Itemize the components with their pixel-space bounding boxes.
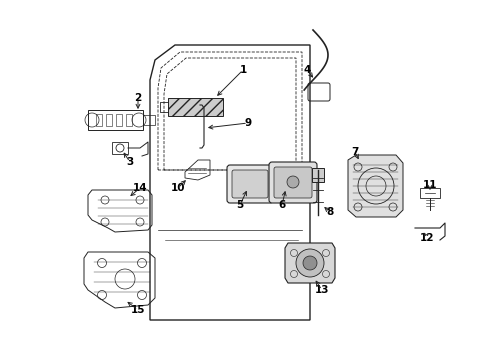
Text: 13: 13: [314, 285, 328, 295]
Text: 11: 11: [422, 180, 436, 190]
Text: 6: 6: [278, 200, 285, 210]
Text: 5: 5: [236, 200, 243, 210]
FancyBboxPatch shape: [268, 162, 316, 203]
Text: 15: 15: [130, 305, 145, 315]
Text: 12: 12: [419, 233, 433, 243]
Text: 4: 4: [303, 65, 310, 75]
Bar: [168, 98, 223, 116]
Bar: [96, 114, 102, 126]
Polygon shape: [285, 243, 334, 283]
Circle shape: [295, 249, 324, 277]
Bar: [142, 115, 155, 125]
Circle shape: [303, 256, 316, 270]
Bar: [112, 142, 128, 154]
Bar: [116, 114, 122, 126]
FancyBboxPatch shape: [231, 170, 267, 198]
Bar: [106, 114, 112, 126]
Text: 3: 3: [126, 157, 133, 167]
Bar: [88, 110, 142, 130]
FancyBboxPatch shape: [273, 167, 311, 198]
Bar: [311, 168, 324, 182]
Text: 9: 9: [244, 118, 251, 128]
Polygon shape: [347, 155, 402, 217]
Bar: [126, 114, 132, 126]
Circle shape: [286, 176, 298, 188]
Text: 14: 14: [132, 183, 147, 193]
Text: 7: 7: [350, 147, 358, 157]
FancyBboxPatch shape: [226, 165, 272, 203]
Text: 10: 10: [170, 183, 185, 193]
Text: 2: 2: [134, 93, 142, 103]
Text: 8: 8: [325, 207, 333, 217]
Bar: [419, 188, 439, 198]
Text: 1: 1: [239, 65, 246, 75]
